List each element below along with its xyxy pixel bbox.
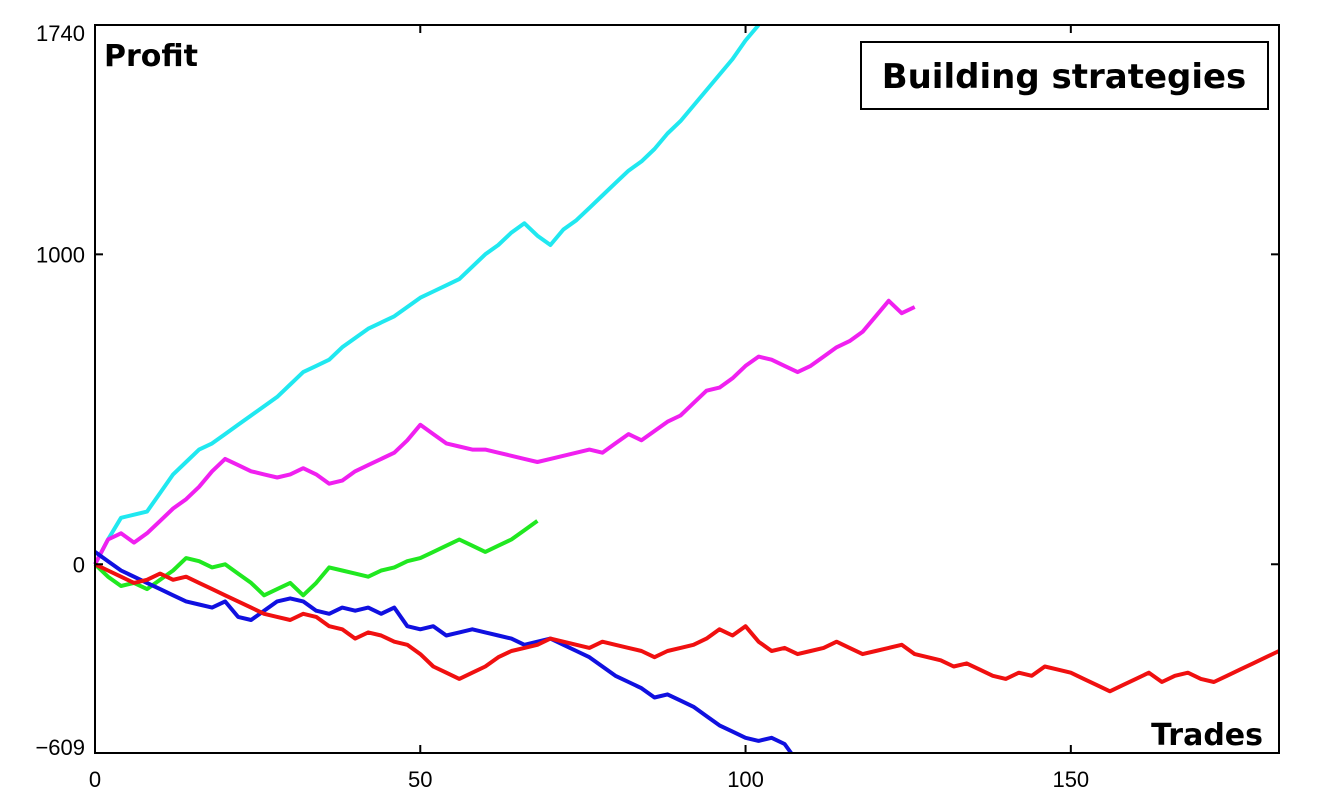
series-line-1 <box>93 23 761 566</box>
y-tick-label: −609 <box>35 735 85 760</box>
x-axis-label: Trades <box>1151 718 1263 753</box>
series-line-4 <box>93 550 793 755</box>
series-line-3 <box>93 519 539 598</box>
x-tick-label: 0 <box>89 767 101 792</box>
plot-frame <box>94 24 1280 754</box>
chart-title: Building strategies <box>882 57 1247 97</box>
title-box <box>860 41 1269 110</box>
x-tick-label: 150 <box>1052 767 1089 792</box>
x-tick-label: 50 <box>408 767 432 792</box>
series-layer <box>93 23 1280 755</box>
x-tick-label: 100 <box>727 767 764 792</box>
y-tick-label: 0 <box>73 552 85 577</box>
y-axis-label: Profit <box>104 39 198 74</box>
series-line-5 <box>94 562 1280 694</box>
series-line-2 <box>93 298 916 566</box>
y-tick-label: 1740 <box>36 21 85 46</box>
y-tick-label: 1000 <box>36 242 85 267</box>
